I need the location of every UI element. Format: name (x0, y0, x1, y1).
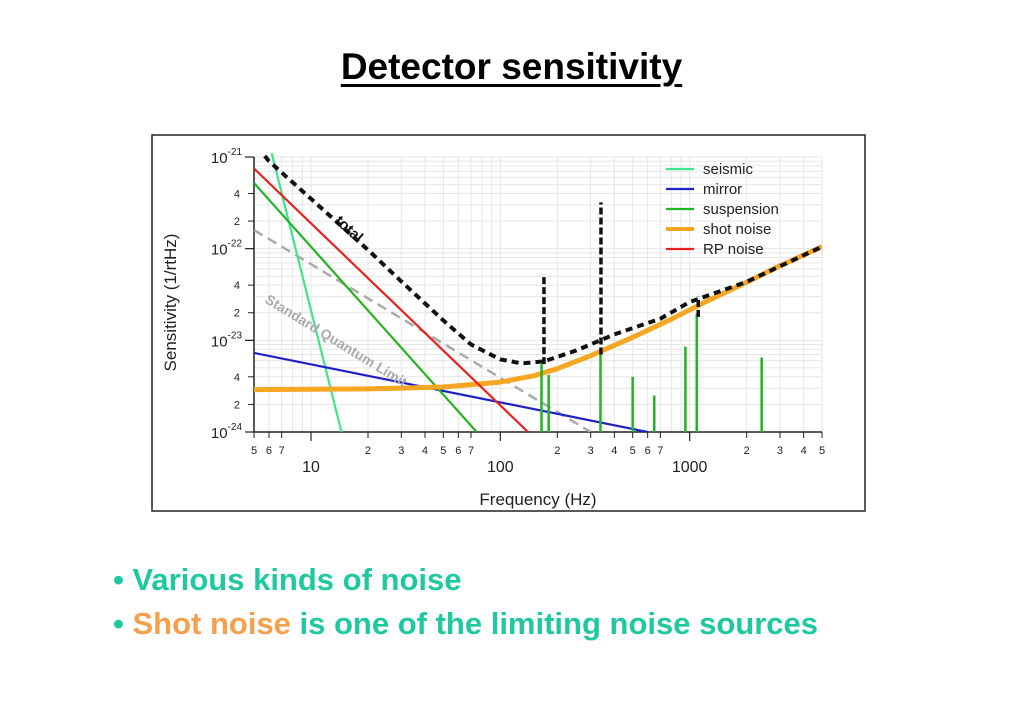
y-minor-tick-label: 2 (234, 308, 240, 320)
x-minor-tick-label: 2 (744, 445, 750, 457)
bullet-text: Various kinds of noise (132, 562, 462, 597)
bullet-shot-noise: • Shot noise is one of the limiting nois… (113, 602, 818, 646)
x-minor-tick-label: 5 (630, 445, 636, 457)
series-line-shot-noise (254, 244, 822, 393)
x-axis-label: Frequency (Hz) (479, 490, 596, 509)
x-minor-tick-label: 5 (251, 445, 257, 457)
legend-label: suspension (703, 201, 779, 218)
x-minor-tick-label: 7 (279, 445, 285, 457)
y-minor-tick-label: 2 (234, 216, 240, 228)
series-line-RP-noise (254, 167, 529, 432)
x-minor-tick-label: 3 (777, 445, 783, 457)
legend-label: seismic (703, 161, 754, 178)
x-minor-tick-label: 2 (554, 445, 560, 457)
y-minor-tick-label: 4 (234, 188, 240, 200)
slide-title-text: Detector sensitivity (340, 46, 683, 87)
bullet-marker: • (113, 562, 133, 597)
x-minor-tick-label: 4 (422, 445, 428, 457)
bullet-noise-kinds: • Various kinds of noise (113, 558, 818, 602)
y-tick-label: 10-24 (211, 422, 243, 442)
x-minor-tick-label: 7 (657, 445, 663, 457)
x-tick-label: 1000 (672, 459, 708, 476)
y-tick-label: 10-22 (211, 239, 243, 259)
x-minor-tick-label: 4 (611, 445, 617, 457)
series-line-mirror (254, 351, 648, 432)
bullet-highlight: Shot noise (132, 606, 291, 641)
y-tick-label: 10-21 (211, 147, 243, 167)
x-minor-tick-label: 6 (455, 445, 461, 457)
total-line (259, 153, 822, 366)
x-minor-tick-label: 2 (365, 445, 371, 457)
bullet-text: is one of the limiting noise sources (290, 606, 819, 641)
x-minor-tick-label: 4 (801, 445, 807, 457)
bullet-marker: • (113, 606, 133, 641)
y-minor-tick-label: 2 (234, 399, 240, 411)
x-tick-label: 100 (487, 459, 514, 476)
bullet-list: • Various kinds of noise • Shot noise is… (113, 558, 818, 646)
x-minor-tick-label: 3 (398, 445, 404, 457)
x-minor-tick-label: 5 (819, 445, 825, 457)
y-axis-label: Sensitivity (1/rtHz) (161, 234, 180, 372)
x-tick-label: 10 (302, 459, 320, 476)
legend-label: mirror (703, 181, 742, 198)
x-minor-tick-label: 6 (266, 445, 272, 457)
x-minor-tick-label: 6 (645, 445, 651, 457)
y-tick-label: 10-23 (211, 330, 243, 350)
legend-label: RP noise (703, 241, 764, 258)
x-minor-tick-label: 5 (440, 445, 446, 457)
series-line-seismic (270, 153, 343, 432)
y-minor-tick-label: 4 (234, 372, 240, 384)
slide-title: Detector sensitivity (0, 46, 1023, 88)
y-minor-tick-label: 4 (234, 280, 240, 292)
plot-area (254, 153, 822, 432)
x-minor-tick-label: 7 (468, 445, 474, 457)
legend-label: shot noise (703, 221, 771, 238)
series-line-suspension (254, 182, 478, 432)
x-minor-tick-label: 3 (588, 445, 594, 457)
chart-frame (151, 134, 866, 512)
